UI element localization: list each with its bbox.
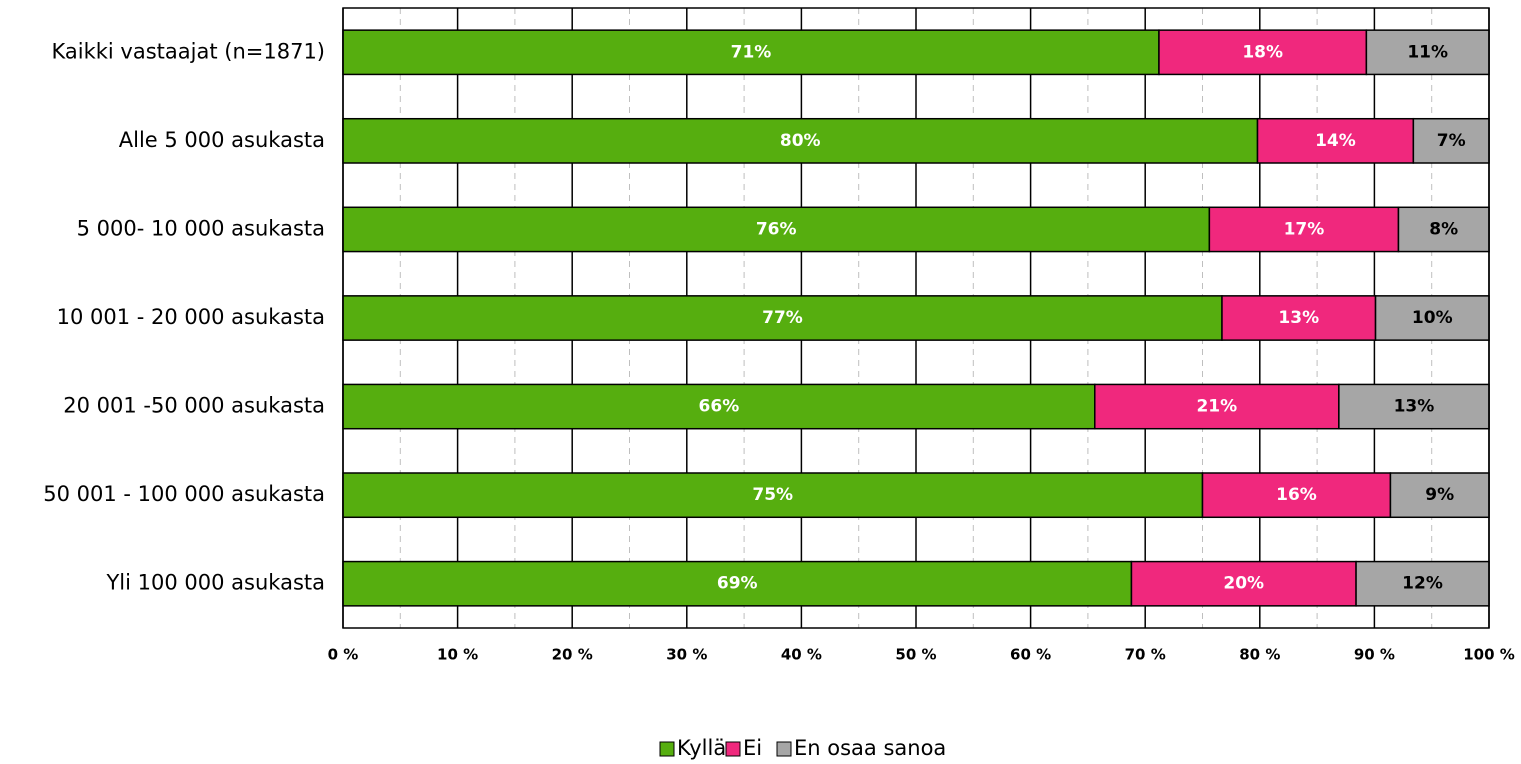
bar-segment	[1397, 206, 1490, 253]
x-tick-label: 90 %	[1354, 646, 1395, 664]
data-label: 77%	[762, 308, 803, 328]
bar-segment	[1365, 29, 1490, 76]
data-label: 8%	[1429, 219, 1458, 239]
data-label: 69%	[717, 574, 758, 594]
bar-segment	[342, 383, 1096, 430]
data-label: 11%	[1407, 42, 1448, 62]
bar-segment	[342, 29, 1160, 76]
bar-segment	[1338, 383, 1490, 430]
legend-swatch	[725, 741, 741, 757]
bar-segment	[1130, 560, 1357, 607]
data-label: 66%	[699, 397, 740, 417]
x-tick-label: 50 %	[895, 646, 936, 664]
x-tick-label: 60 %	[1010, 646, 1051, 664]
bar-segment	[1221, 295, 1377, 341]
y-tick-label: 5 000- 10 000 asukasta	[77, 216, 325, 240]
bar-segment	[1158, 29, 1368, 76]
bar-segment	[342, 295, 1223, 341]
data-label: 21%	[1196, 397, 1237, 417]
x-tick-label: 80 %	[1239, 646, 1280, 664]
bar-segment	[1208, 206, 1400, 253]
y-tick-label: 20 001 -50 000 asukasta	[63, 394, 325, 418]
x-tick-label: 0 %	[328, 646, 359, 664]
data-label: 13%	[1394, 397, 1435, 417]
data-label: 76%	[756, 219, 797, 239]
bar-segment	[1389, 472, 1490, 519]
bar-segment	[1374, 295, 1490, 341]
data-label: 12%	[1402, 574, 1443, 594]
x-tick-label: 100 %	[1463, 646, 1515, 664]
bar-segment	[342, 560, 1133, 607]
plot-frame	[342, 7, 1490, 629]
bar-segment	[1256, 117, 1415, 164]
x-tick-label: 20 %	[552, 646, 593, 664]
data-label: 10%	[1412, 308, 1453, 328]
data-label: 13%	[1278, 308, 1319, 328]
legend-label: En osaa sanoa	[794, 736, 946, 760]
y-tick-label: 50 001 - 100 000 asukasta	[43, 482, 325, 506]
data-label: 20%	[1223, 574, 1264, 594]
data-label: 71%	[731, 42, 772, 62]
x-tick-label: 30 %	[666, 646, 707, 664]
legend-swatch	[659, 741, 675, 757]
x-tick-label: 10 %	[437, 646, 478, 664]
legend-swatch	[776, 741, 792, 757]
y-tick-label: 10 001 - 20 000 asukasta	[57, 305, 325, 329]
data-label: 17%	[1284, 219, 1325, 239]
x-tick-label: 40 %	[781, 646, 822, 664]
data-label: 16%	[1276, 485, 1317, 505]
bar-segment	[1094, 383, 1340, 430]
legend-label: Ei	[743, 736, 762, 760]
y-tick-label: Alle 5 000 asukasta	[119, 128, 325, 152]
data-label: 7%	[1437, 131, 1466, 151]
y-tick-label: Yli 100 000 asukasta	[105, 571, 325, 595]
bar-segment	[342, 206, 1211, 253]
x-tick-label: 70 %	[1125, 646, 1166, 664]
legend-label: Kyllä	[677, 736, 726, 760]
y-tick-label: Kaikki vastaajat (n=1871)	[52, 39, 326, 63]
bar-segment	[342, 117, 1259, 164]
data-label: 14%	[1315, 131, 1356, 151]
data-label: 18%	[1242, 42, 1283, 62]
data-label: 75%	[752, 485, 793, 505]
data-label: 80%	[780, 131, 821, 151]
data-label: 9%	[1425, 485, 1454, 505]
